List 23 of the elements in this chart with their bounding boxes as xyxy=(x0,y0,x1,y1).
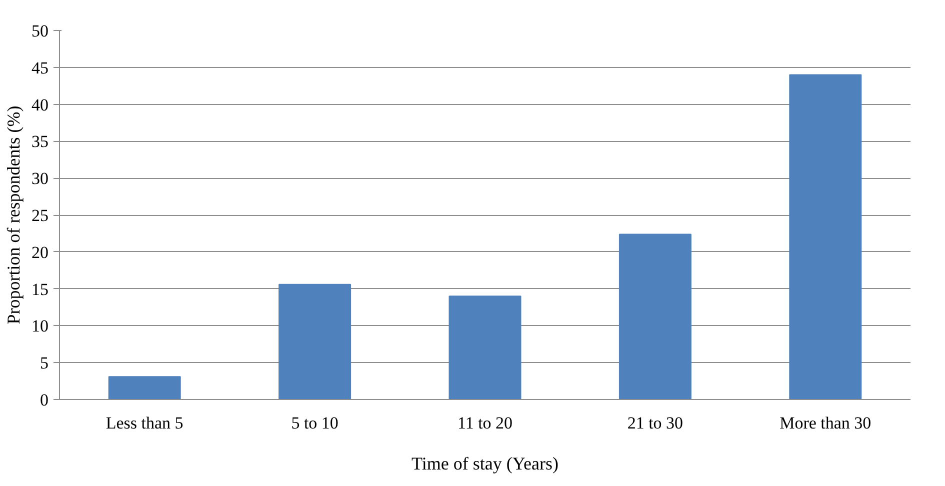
x-tick-label: 5 to 10 xyxy=(291,414,338,432)
bar xyxy=(108,376,181,400)
y-tick-label: 45 xyxy=(32,58,48,78)
x-tick-label: 21 to 30 xyxy=(627,414,684,432)
y-tick-label: 20 xyxy=(32,242,48,262)
y-tick-label: 50 xyxy=(32,22,48,40)
x-axis-title: Time of stay (Years) xyxy=(411,454,559,474)
bar xyxy=(448,296,522,400)
y-tick-label: 0 xyxy=(40,390,48,410)
bar xyxy=(278,284,352,400)
y-tick-label: 25 xyxy=(32,206,48,225)
y-tick-label: 30 xyxy=(32,169,48,188)
y-tick-label: 35 xyxy=(32,132,48,152)
x-tick-label: 11 to 20 xyxy=(457,414,513,432)
y-axis-title: Proportion of respondents (%) xyxy=(4,106,24,324)
bar xyxy=(789,74,862,400)
y-tick-label: 5 xyxy=(40,354,48,373)
y-tick-label: 40 xyxy=(32,95,48,114)
x-tick-label: More than 30 xyxy=(780,414,872,432)
bar xyxy=(618,234,692,400)
x-tick-label: Less than 5 xyxy=(106,414,184,432)
y-tick-label: 15 xyxy=(32,280,48,299)
y-tick-label: 10 xyxy=(32,316,48,336)
